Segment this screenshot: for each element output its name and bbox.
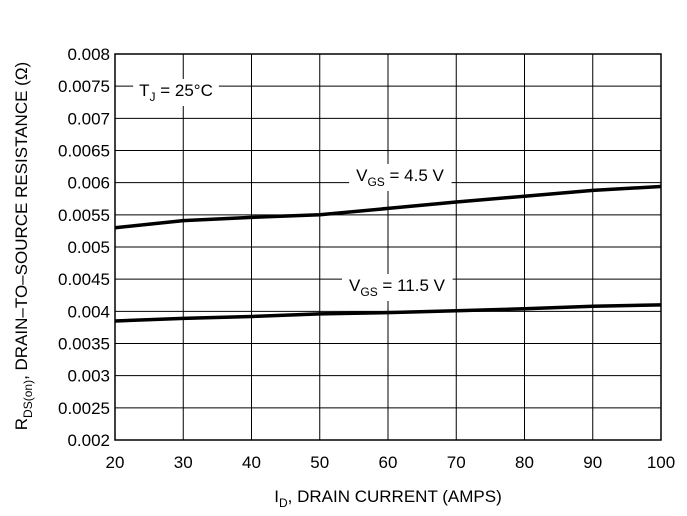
y-tick-label: 0.003: [67, 367, 110, 386]
series-label-vgs-11-5: VGS = 11.5 V: [349, 276, 446, 299]
y-tick-label: 0.006: [67, 174, 110, 193]
y-tick-labels: 0.002 0.0025 0.003 0.0035 0.004 0.0045 0.005 0.…: [58, 45, 110, 450]
x-tick-label: 20: [106, 453, 125, 472]
series-labels: TJ = 25°C VGS = 4.5 V VGS = 11.5 V: [133, 79, 453, 301]
x-tick-label: 100: [647, 453, 675, 472]
series-line-2: [114, 303, 662, 323]
y-tick-label: 0.0055: [58, 206, 110, 225]
series-label-vgs-4-5-bg: [349, 164, 452, 191]
x-tick-label: 30: [174, 453, 193, 472]
x-tick-label: 50: [310, 453, 329, 472]
x-tick-label: 60: [379, 453, 398, 472]
temperature-annotation: TJ = 25°C: [139, 81, 213, 104]
x-tick-label: 90: [583, 453, 602, 472]
y-tick-label: 0.002: [67, 431, 110, 450]
series-label-vgs-11-5-bg: [342, 274, 453, 301]
temperature-annotation-bg: [133, 79, 219, 106]
x-tick-labels: 20 30 40 50 60 70 80 90 100: [106, 453, 676, 472]
series-label-vgs-4-5: VGS = 4.5 V: [356, 166, 444, 189]
x-tick-label: 70: [447, 453, 466, 472]
y-tick-label: 0.0065: [58, 142, 110, 161]
plot-frame: [114, 53, 662, 441]
y-tick-label: 0.007: [67, 109, 110, 128]
x-tick-label: 40: [242, 453, 261, 472]
y-axis-label: RDS(on), DRAIN–TO–SOURCE RESISTANCE (Ω): [12, 62, 35, 430]
x-axis-label: ID, DRAIN CURRENT (AMPS): [274, 487, 502, 510]
y-tick-label: 0.0045: [58, 270, 110, 289]
x-tick-label: 80: [515, 453, 534, 472]
grid: [114, 53, 662, 441]
y-tick-label: 0.0035: [58, 335, 110, 354]
y-tick-label: 0.0025: [58, 399, 110, 418]
y-tick-label: 0.008: [67, 45, 110, 64]
series-line-1: [114, 184, 662, 230]
y-tick-label: 0.005: [67, 238, 110, 257]
series-lines: [114, 184, 662, 323]
y-tick-label: 0.0075: [58, 77, 110, 96]
y-tick-label: 0.004: [67, 302, 110, 321]
